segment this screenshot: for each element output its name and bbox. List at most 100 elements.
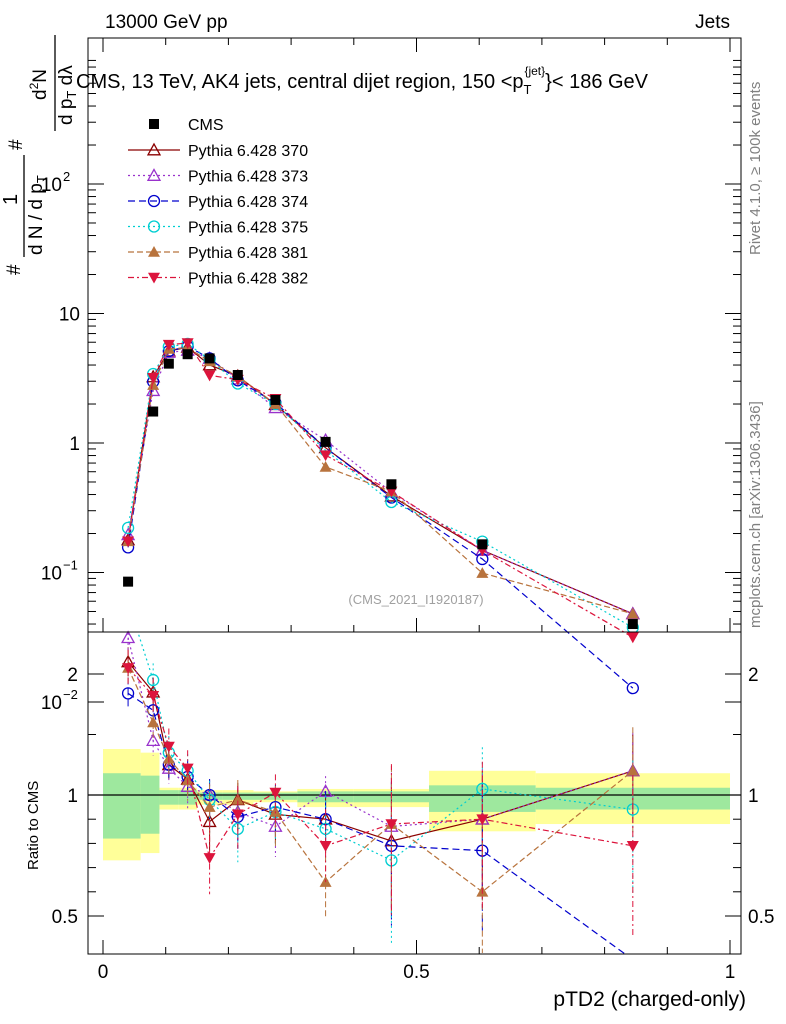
legend-entry-p374: Pythia 6.428 374 <box>128 194 308 211</box>
analysis-watermark: (CMS_2021_I1920187) <box>348 592 483 607</box>
ratio-point-p382 <box>231 809 244 821</box>
legend-marker-p374 <box>147 194 161 208</box>
ratio-point-p381 <box>147 716 160 728</box>
ratio-point-p382 <box>203 853 216 864</box>
ratio-point-p381 <box>203 801 216 812</box>
cms-data-point <box>123 576 134 587</box>
legend-label-p370: Pythia 6.428 370 <box>188 143 308 160</box>
main-point-p381 <box>626 607 639 619</box>
cms-data-point <box>232 370 243 381</box>
ratio-point-p382 <box>147 690 160 702</box>
ratio-point-p373 <box>146 733 161 746</box>
main-line-p370 <box>127 346 634 615</box>
main-panel-frame <box>87 37 742 633</box>
ratio-y-tick-label: 0.5 <box>52 907 78 928</box>
y-label-hash: # <box>4 264 25 275</box>
main-point-p374 <box>626 681 639 695</box>
y-tick-label: 10 <box>41 564 62 585</box>
ratio-point-p382 <box>181 763 194 775</box>
header-right: Jets <box>695 12 730 33</box>
cms-data-point <box>386 479 397 490</box>
cms-data-point <box>182 349 193 360</box>
ratio-point-p381 <box>231 793 244 805</box>
series-cms <box>123 349 638 630</box>
side-label-mcplots: mcplots.cern.ch [arXiv:1306.3436] <box>747 401 764 628</box>
main-point-p381 <box>476 567 489 578</box>
legend-entry-p373: Pythia 6.428 373 <box>128 168 308 186</box>
ratio-band-inner <box>103 773 141 839</box>
ratio-band-inner <box>159 790 179 805</box>
header-left: 13000 GeV pp <box>105 12 228 33</box>
ratio-band-inner <box>140 775 160 834</box>
plot-title: CMS, 13 TeV, AK4 jets, central dijet reg… <box>76 64 649 97</box>
main-point-p382 <box>203 370 216 382</box>
y-tick-label: 10 <box>41 693 62 714</box>
main-point-p382 <box>162 339 175 351</box>
ratio-line-p382 <box>127 667 633 860</box>
legend-marker-p373 <box>146 168 162 181</box>
cms-data-point <box>627 619 638 630</box>
cms-data-point <box>270 394 281 405</box>
x-tick-label: 0 <box>98 962 109 983</box>
ratio-point-p382 <box>626 841 639 852</box>
ratio-y-tick-label-right: 0.5 <box>748 907 774 928</box>
ratio-y-tick-label-right: 1 <box>748 786 759 807</box>
legend-label-p374: Pythia 6.428 374 <box>188 194 308 211</box>
cms-data-point <box>148 406 159 417</box>
ratio-y-axis-label: Ratio to CMS <box>25 781 42 870</box>
cms-data-point <box>477 539 488 550</box>
main-point-p382 <box>385 486 398 498</box>
y-tick-label: 10 <box>59 305 80 326</box>
legend-marker-p382 <box>148 272 160 284</box>
side-label-rivet: Rivet 4.1.0, ≥ 100k events <box>747 82 764 255</box>
legend: CMS Pythia 6.428 370 Pythia 6.428 373 Pythi… <box>128 117 308 288</box>
legend-label-cms: CMS <box>188 117 224 134</box>
ratio-point-p382 <box>319 841 332 852</box>
y-tick-label: 10 <box>41 175 62 196</box>
y-tick-exponent: 2 <box>63 169 70 184</box>
ratio-panel-frame <box>87 631 742 955</box>
y-label-hash2: # <box>6 139 27 150</box>
main-point-p382 <box>147 373 160 384</box>
ratio-y-tick-label: 2 <box>67 665 78 686</box>
ratio-point-p382 <box>162 741 175 753</box>
ratio-line-p375 <box>137 632 633 862</box>
main-line-p374 <box>127 345 634 689</box>
main-point-p375 <box>121 521 135 535</box>
legend-marker-p375 <box>147 220 161 233</box>
y-label-den1: d N / d pT <box>26 175 49 255</box>
ratio-point-p382 <box>122 663 135 674</box>
series-p381 <box>122 341 639 953</box>
x-axis-label: pTD2 (charged-only) <box>553 988 746 1011</box>
legend-label-p382: Pythia 6.428 382 <box>188 271 308 288</box>
main-point-p381 <box>147 379 160 390</box>
legend-entry-p382: Pythia 6.428 382 <box>128 271 308 288</box>
legend-entry-p370: Pythia 6.428 370 <box>128 142 308 160</box>
series-p382 <box>122 338 639 937</box>
ratio-point-p373 <box>120 630 136 644</box>
legend-marker-p370 <box>146 142 162 156</box>
ratio-point-p381 <box>269 805 282 817</box>
main-line-p373 <box>127 349 634 615</box>
series-layer <box>120 337 640 954</box>
legend-entry-p381: Pythia 6.428 381 <box>128 245 308 262</box>
cms-data-point <box>163 358 174 369</box>
ratio-point-p382 <box>269 787 282 799</box>
legend-entry-cms: CMS <box>149 117 224 134</box>
series-p375 <box>121 337 639 944</box>
ratio-point-p381 <box>626 764 639 776</box>
legend-label-p375: Pythia 6.428 375 <box>188 220 308 237</box>
ratio-point-p375 <box>147 673 160 687</box>
y-label-den2: d pT dλ <box>56 65 79 125</box>
legend-marker-p381 <box>148 246 160 257</box>
legend-entry-p375: Pythia 6.428 375 <box>128 220 308 237</box>
legend-label-p381: Pythia 6.428 381 <box>188 245 308 262</box>
main-y-axis-label: # 1 d N / d pT # d2N d pT dλ <box>0 35 79 275</box>
main-line-p375 <box>127 343 634 629</box>
main-point-p382 <box>626 632 639 644</box>
main-line-p381 <box>127 347 633 615</box>
cms-data-point <box>320 436 331 447</box>
main-point-p373 <box>146 383 161 397</box>
main-point-p382 <box>319 450 332 462</box>
ratio-y-tick-label: 1 <box>67 786 78 807</box>
